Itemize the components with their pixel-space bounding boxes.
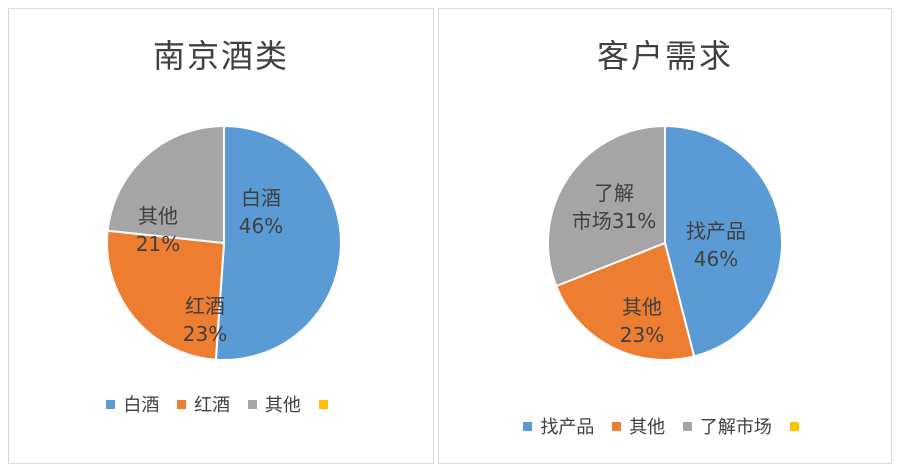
data-label-3: 了解市场31% (572, 181, 656, 233)
legend-item-hongjiu: 红酒 (177, 391, 230, 417)
legend-swatch (318, 400, 328, 409)
legend-label: 红酒 (194, 395, 231, 416)
legend-label: 了解市场 (699, 417, 772, 438)
legend-swatch (523, 422, 533, 431)
chart-panel-wine: 南京酒类 白酒 46% 红酒 23% 其他 21% 白酒 红酒 其他 (8, 8, 434, 464)
chart-title: 南京酒类 (152, 37, 289, 75)
legend-item-baijiu: 白酒 (106, 391, 159, 417)
legend-swatch (682, 422, 692, 431)
legend: 白酒 红酒 其他 (9, 391, 433, 417)
pie-slice-2 (554, 241, 696, 361)
legend: 找产品 其他 了解市场 (439, 413, 891, 439)
legend-item-other: 其他 (247, 391, 301, 417)
data-label-2: 其他 23% (620, 295, 664, 347)
legend-item-empty (789, 417, 807, 438)
pie-slice-3 (547, 124, 666, 288)
legend-swatch (247, 400, 257, 409)
pie-slice-3 (106, 124, 225, 245)
data-label-2: 红酒 23% (183, 294, 227, 346)
chart-panel-demand: 客户需求 找产品 46% 其他 23% 了解市场31% 找产品 其他 了解市场 (438, 8, 892, 464)
legend-swatch (177, 400, 187, 409)
pie-slice-1 (664, 124, 783, 358)
legend-swatch (789, 422, 799, 431)
data-label-3: 其他 21% (136, 204, 180, 256)
chart-title: 客户需求 (596, 37, 733, 75)
pie-slice-1 (214, 124, 342, 361)
legend-swatch (612, 422, 622, 431)
pie-chart-demand: 找产品 46% 其他 23% 了解市场31% (547, 124, 783, 361)
legend-item-market: 了解市场 (682, 413, 772, 439)
legend-item-other: 其他 (612, 413, 665, 439)
pie-slice-2 (106, 229, 226, 361)
data-label-1: 找产品 46% (686, 219, 746, 271)
legend-label: 其他 (264, 395, 301, 416)
pie-chart-wine: 白酒 46% 红酒 23%其他 21% (106, 124, 342, 361)
data-label-1: 白酒 46% (239, 186, 283, 238)
legend-swatch (106, 400, 116, 409)
legend-label: 找产品 (540, 417, 595, 438)
legend-item-find-product: 找产品 (523, 413, 594, 439)
legend-label: 白酒 (123, 395, 160, 416)
legend-label: 其他 (629, 417, 666, 438)
legend-item-empty (318, 395, 336, 416)
